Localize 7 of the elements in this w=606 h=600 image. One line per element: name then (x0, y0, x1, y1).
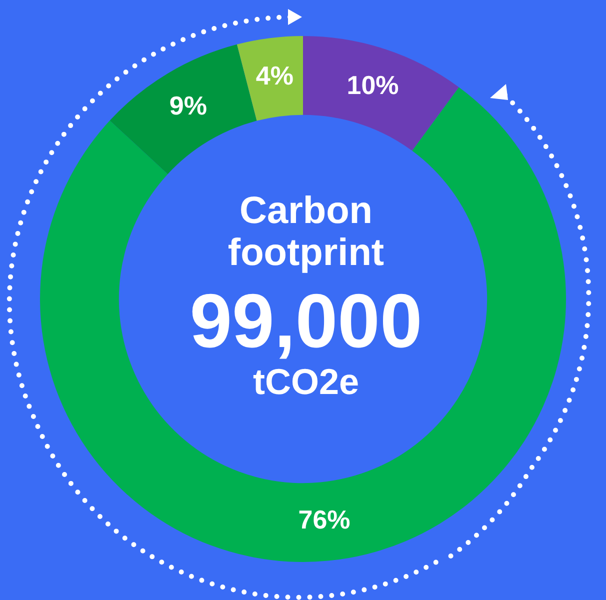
data-label: 9% (169, 90, 207, 120)
text: Carbon footprint (226, 190, 386, 274)
data-label: 76% (298, 504, 350, 535)
text: tCO2e (252, 361, 360, 402)
data-label: 4% (256, 60, 294, 90)
data-label: 10% (346, 70, 399, 100)
text: 99,000 (188, 279, 424, 364)
